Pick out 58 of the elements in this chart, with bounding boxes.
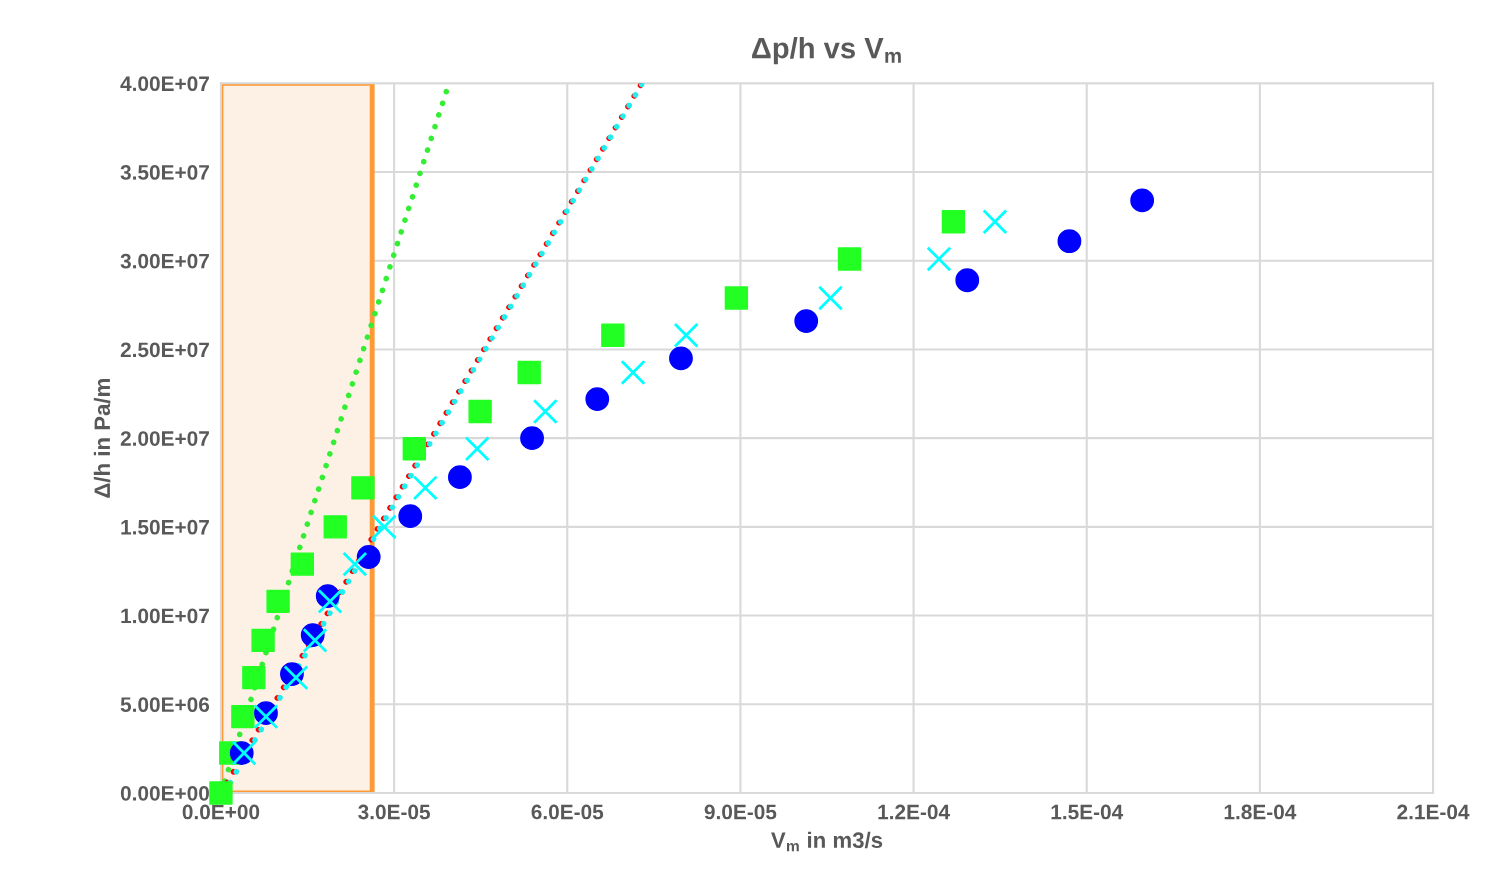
point <box>794 309 819 333</box>
point <box>342 551 368 577</box>
x-tick-label: 0.0E+00 <box>182 804 260 820</box>
point <box>317 588 343 614</box>
x-axis-title: V$_{m}$ in m3/s <box>771 831 883 852</box>
x-tick-label: 3.0E-05 <box>358 804 431 820</box>
point <box>351 476 375 500</box>
x-tick-label: 1.8E-04 <box>1224 804 1297 820</box>
point <box>402 437 426 461</box>
point <box>464 436 490 462</box>
point <box>209 781 233 805</box>
point <box>448 465 472 490</box>
point <box>520 426 544 451</box>
point <box>283 665 309 691</box>
point <box>517 360 541 385</box>
point <box>817 285 844 311</box>
point <box>1057 229 1082 254</box>
point <box>982 209 1008 235</box>
point <box>669 346 693 371</box>
y-tick-label: 2.50E+07 <box>120 342 209 358</box>
point <box>601 323 625 347</box>
y-tick-label: 1.50E+07 <box>121 519 209 535</box>
point <box>620 359 646 386</box>
point <box>412 475 438 501</box>
point <box>532 398 558 425</box>
point <box>673 322 699 348</box>
y-tick-label: 1.00E+07 <box>121 608 209 624</box>
x-tick-label: 9.0E-05 <box>704 804 777 820</box>
point <box>926 246 952 272</box>
point <box>302 627 328 653</box>
chart-title: Δp/h vs V$_{m}$ <box>752 37 901 65</box>
y-tick-label: 3.50E+07 <box>120 165 209 180</box>
x-tick-label: 1.5E-04 <box>1051 804 1124 820</box>
x-tick-label: 6.0E-05 <box>531 804 604 820</box>
point <box>955 268 980 293</box>
point <box>356 545 381 569</box>
y-tick-label: 2.00E+07 <box>120 431 209 446</box>
point <box>371 514 397 540</box>
point <box>242 665 266 690</box>
y-tick-label: 4.00E+07 <box>120 76 209 92</box>
point <box>468 399 492 424</box>
point <box>323 515 347 539</box>
x-tick-label: 1.2E-04 <box>878 804 950 820</box>
point <box>1130 188 1155 213</box>
x-tick-label: 2.1E-04 <box>1397 804 1470 820</box>
y-axis-title: Δ/h in Pa/m <box>93 379 111 498</box>
point <box>585 387 610 412</box>
point <box>724 286 749 310</box>
point <box>398 504 423 529</box>
point <box>231 704 255 729</box>
y-tick-label: 0.00E+00 <box>120 785 209 801</box>
y-tick-label: 5.00E+06 <box>120 697 210 713</box>
point <box>941 210 966 234</box>
point <box>266 589 290 614</box>
y-tick-label: 3.00E+07 <box>120 253 209 269</box>
point <box>837 247 862 271</box>
point <box>251 628 275 653</box>
point <box>290 552 315 576</box>
